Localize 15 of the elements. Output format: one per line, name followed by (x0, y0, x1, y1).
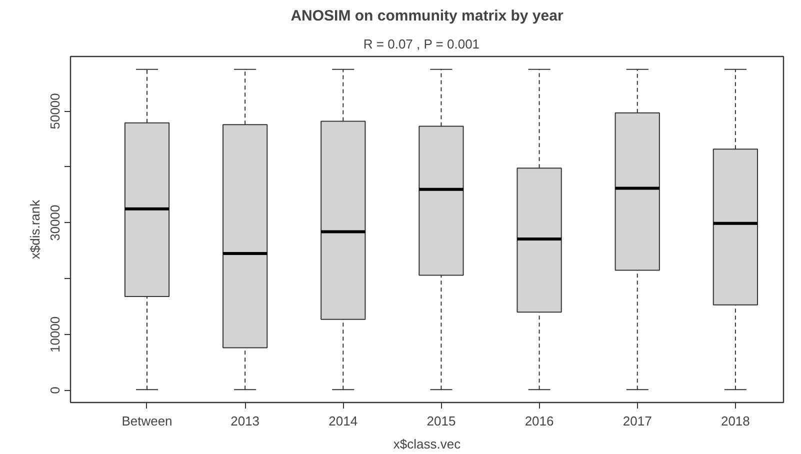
y-axis-title: x$dis.rank (28, 199, 42, 260)
y-tick-label: 50000 (48, 93, 62, 130)
y-tick-label: 0 (48, 386, 62, 394)
x-tick-label: 2018 (720, 414, 750, 428)
x-tick-label: 2014 (328, 414, 358, 428)
chart-title: ANOSIM on community matrix by year (290, 8, 564, 24)
x-tick-label: 2016 (524, 414, 554, 428)
y-tick-label: 10000 (48, 316, 62, 352)
x-tick-label: 2015 (426, 414, 456, 428)
x-tick-label: 2017 (622, 414, 652, 428)
y-tick-label: 30000 (48, 204, 62, 241)
x-axis-title: x$class.vec (393, 436, 462, 452)
x-tick-label: Between (122, 414, 172, 428)
x-tick-label: 2013 (230, 414, 260, 428)
chart-subtitle: R = 0.07 , P = 0.001 (363, 36, 480, 52)
